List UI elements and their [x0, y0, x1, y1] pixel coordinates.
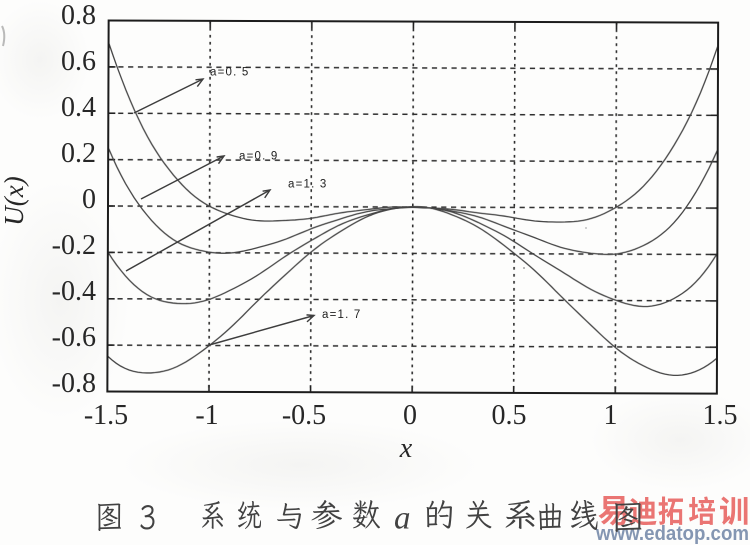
- svg-text:a: a: [394, 501, 411, 537]
- svg-text:a=1. 7: a=1. 7: [322, 309, 362, 321]
- svg-text:0.5: 0.5: [492, 400, 527, 431]
- svg-text:0.2: 0.2: [61, 138, 96, 169]
- svg-text:1: 1: [604, 400, 618, 431]
- svg-text:x: x: [399, 433, 413, 464]
- svg-text:0.6: 0.6: [61, 46, 96, 77]
- svg-text:1.5: 1.5: [703, 400, 738, 431]
- svg-text:0.4: 0.4: [61, 92, 96, 123]
- svg-text:a=0. 9: a=0. 9: [239, 151, 279, 163]
- svg-text:-1.5: -1.5: [84, 400, 128, 431]
- svg-text:-0.2: -0.2: [52, 230, 96, 261]
- svg-text:0: 0: [403, 400, 417, 431]
- svg-text:0.8: 0.8: [61, 0, 96, 31]
- svg-text:-0.4: -0.4: [52, 276, 96, 307]
- svg-text:U(x): U(x): [0, 176, 29, 225]
- svg-text:www.edatop.com: www.edatop.com: [595, 523, 749, 545]
- svg-text:a=1. 3: a=1. 3: [288, 179, 328, 191]
- svg-text:-0.6: -0.6: [52, 322, 96, 353]
- svg-text:-1: -1: [195, 400, 218, 431]
- svg-text:0: 0: [82, 184, 96, 215]
- svg-text:-0.5: -0.5: [282, 400, 326, 431]
- svg-text:a=0. 5: a=0. 5: [210, 67, 250, 79]
- svg-text:-0.8: -0.8: [52, 368, 96, 399]
